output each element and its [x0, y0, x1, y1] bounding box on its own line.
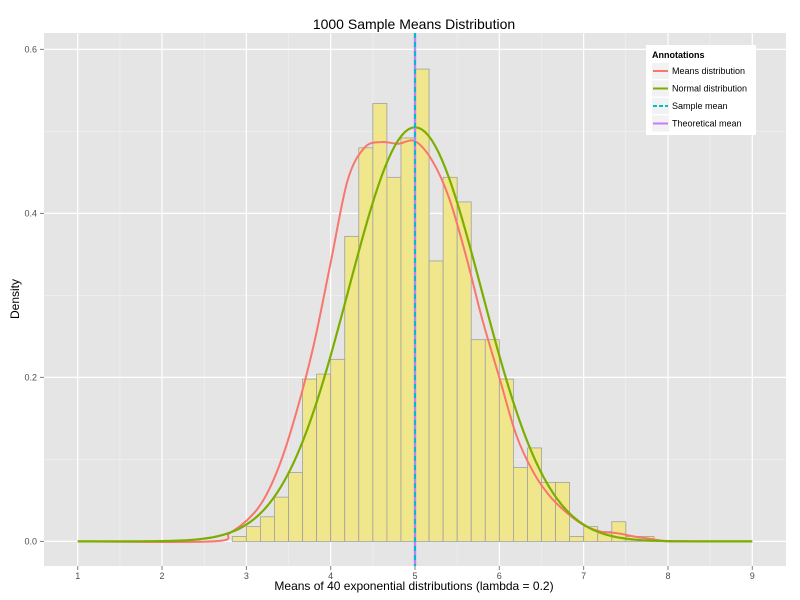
histogram-bar — [274, 496, 289, 542]
x-tick-label: 7 — [581, 571, 586, 581]
legend-title: Annotations — [652, 50, 705, 60]
histogram-bar — [470, 339, 486, 542]
histogram-bar — [569, 536, 585, 542]
histogram-bar — [414, 68, 430, 542]
x-tick-label: 5 — [412, 571, 417, 581]
histogram-bar — [245, 526, 261, 542]
y-axis-ticks: 0.0 0.2 0.4 0.6 — [24, 44, 44, 546]
histogram-bar — [541, 481, 556, 542]
legend-entry-label: Theoretical mean — [672, 119, 742, 129]
chart-title: 1000 Sample Means Distribution — [313, 16, 515, 32]
series-line-means-distribution — [77, 139, 753, 544]
legend-entry-label: Normal distribution — [672, 84, 747, 94]
x-tick-label: 4 — [328, 571, 333, 581]
x-tick-label: 1 — [75, 571, 80, 581]
y-tick-label: 0.6 — [24, 44, 37, 54]
x-tick-label: 2 — [160, 571, 165, 581]
histogram-bar — [428, 260, 444, 542]
y-tick-label: 0.2 — [24, 372, 37, 382]
histogram-bar — [288, 472, 303, 542]
histogram-bar — [259, 516, 275, 542]
x-tick-label: 3 — [244, 571, 249, 581]
legend-entries: Means distribution Normal distribution Sam… — [652, 63, 747, 132]
x-axis-title: Means of 40 exponential distributions (l… — [274, 579, 553, 593]
histogram-bar — [330, 358, 346, 542]
histogram-bars — [231, 68, 655, 542]
legend-entry-label: Sample mean — [672, 101, 728, 111]
histogram-bar — [344, 235, 360, 542]
histogram-bar — [512, 467, 528, 542]
x-axis-ticks: 1 2 3 4 5 6 7 8 9 — [75, 566, 755, 581]
y-tick-label: 0.4 — [24, 208, 37, 218]
legend-entry-label: Means distribution — [672, 66, 745, 76]
histogram-bar — [302, 378, 318, 542]
legend: Annotations Means distribution Normal dis… — [646, 45, 756, 135]
histogram-bar — [527, 447, 542, 542]
x-tick-label: 9 — [750, 571, 755, 581]
y-axis-title: Density — [8, 279, 22, 319]
x-tick-label: 8 — [665, 571, 670, 581]
y-tick-label: 0.0 — [24, 536, 37, 546]
histogram-bar — [400, 137, 416, 542]
histogram-bar — [386, 176, 402, 542]
histogram-bar — [442, 176, 458, 542]
x-tick-label: 6 — [497, 571, 502, 581]
histogram-bar — [231, 536, 247, 542]
